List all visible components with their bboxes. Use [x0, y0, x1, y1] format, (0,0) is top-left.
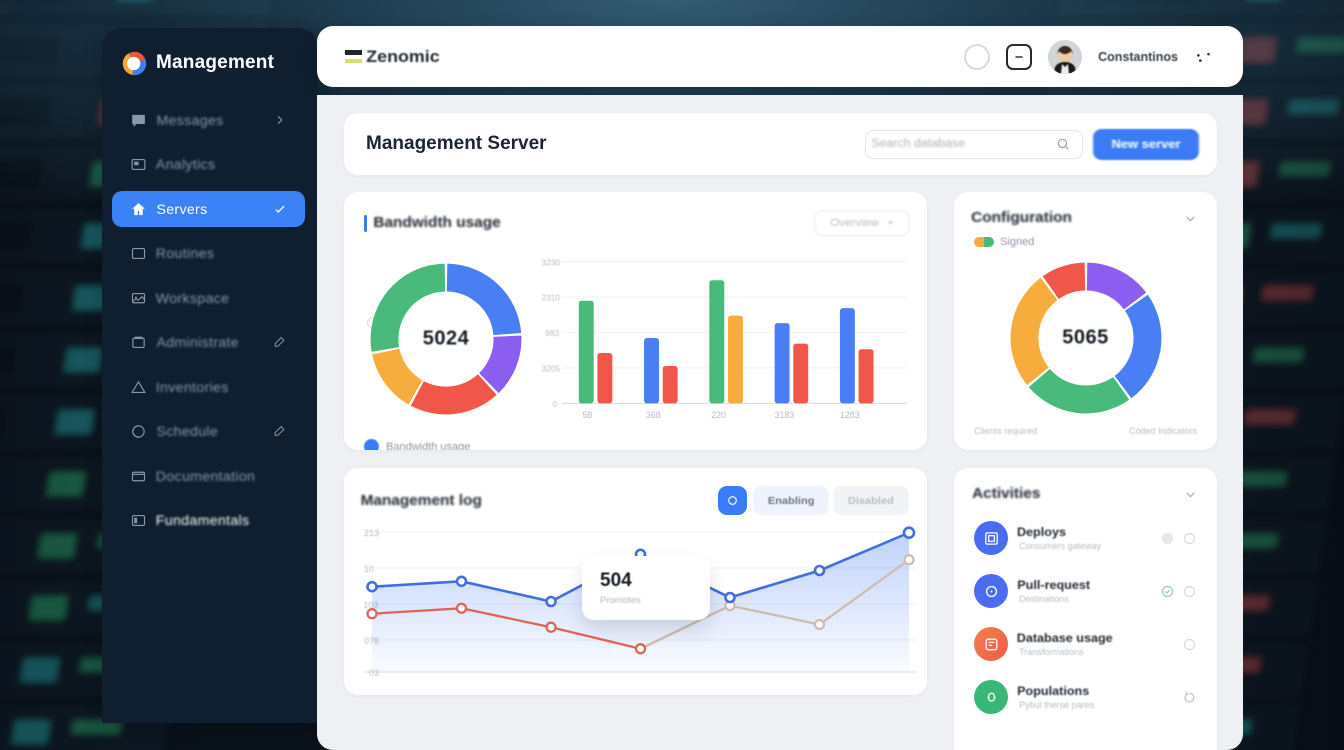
svg-text:983: 983 — [545, 328, 559, 338]
svg-text:1283: 1283 — [840, 410, 860, 420]
svg-text:1213: 1213 — [364, 528, 379, 538]
svg-text:3230: 3230 — [541, 257, 560, 267]
svg-text:0: 0 — [553, 399, 558, 409]
svg-text:368: 368 — [646, 410, 661, 420]
svg-text:2310: 2310 — [541, 293, 560, 303]
svg-text:3183: 3183 — [775, 410, 795, 420]
svg-text:910: 910 — [364, 564, 374, 574]
svg-text:58: 58 — [583, 410, 593, 420]
svg-text:3205: 3205 — [541, 364, 560, 374]
svg-text:220: 220 — [711, 410, 726, 420]
